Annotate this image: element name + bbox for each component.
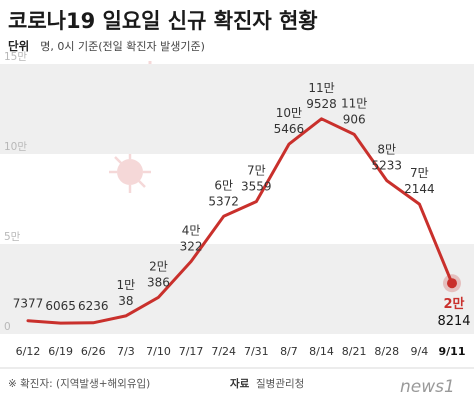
data-labels: 7377 6065 62361만382만3864만3226만53727만355910… [13,81,471,329]
data-label-line: 7377 [13,297,44,311]
data-label: 7377 [13,297,44,311]
y-tick-label: 15만 [4,51,27,63]
data-label-line: 9528 [306,97,337,111]
data-label-line: 11만 [341,96,367,110]
data-label: 6만 5372 [208,178,239,208]
y-tick-label: 10만 [4,141,27,153]
chart-title: 코로나19 일요일 신규 확진자 현황 [8,9,318,33]
data-label-line: 5466 [274,122,305,136]
data-label-line: 2만 [149,259,168,273]
data-label-line: 7만 [247,164,266,178]
data-point [447,278,457,289]
news1-logo: news1 [400,377,455,397]
x-tick-label: 8/7 [280,345,298,358]
y-tick-label: 0 [4,321,11,333]
x-tick-label: 6/26 [81,345,106,358]
data-label: 6065 [45,299,76,313]
data-label-line: 8만 [377,143,396,157]
data-label: 7만 3559 [241,164,272,194]
x-axis-ticks: 6/12 6/19 6/26 7/3 7/10 7/17 7/24 7/31 8/7 8/14 8/… [16,345,466,358]
data-label-line: 906 [343,112,366,126]
data-label-line: 1만 [117,278,136,292]
source-key: 자료 [230,377,250,390]
band-0 [0,244,474,334]
data-label-line: 11만 [308,81,334,95]
x-tick-label: 6/19 [48,345,73,358]
data-label-line: 386 [147,275,170,289]
series-line [26,117,461,325]
data-label-line: 38 [118,294,133,308]
band-2 [0,64,474,154]
data-label-line: 5372 [208,194,239,208]
data-label: 6236 [78,299,109,313]
data-label-line: 322 [180,239,203,253]
unit-note: 단위 명, 0시 기준(전일 확진자 발생기준) [8,35,205,54]
data-label: 7만 2144 [404,166,435,196]
x-tick-label: 7/24 [211,345,236,358]
source-name: 질병관리청 [256,378,304,390]
data-label: 2만 8214 [437,296,470,329]
footer-note: ※ 확진자: (지역발생+해외유입) [8,377,150,390]
x-tick-label: 8/28 [374,345,399,358]
x-tick-label: 7/17 [179,345,204,358]
unit-key: 단위 [8,39,29,53]
x-tick-label: 8/14 [309,345,334,358]
data-label-line: 2144 [404,182,435,196]
unit-text: 명, 0시 기준(전일 확진자 발생기준) [40,39,205,53]
y-axis-ticks: 0 5만 10만 15만 [4,51,27,333]
x-tick-label: 7/31 [244,345,269,358]
data-label-line: 5233 [371,159,402,173]
data-label-line: 6065 [45,299,76,313]
x-tick-label: 6/12 [16,345,41,358]
x-tick-label: 7/3 [117,345,135,358]
data-label-line: 8214 [437,314,470,329]
y-tick-label: 5만 [4,231,21,243]
background-bands [0,64,474,334]
data-label-line: 6만 [214,178,233,192]
data-label-line: 10만 [276,106,302,120]
data-label: 11만 9528 [306,81,337,111]
data-label-line: 6236 [78,299,109,313]
data-label: 10만 5466 [274,106,305,136]
data-label-line: 4만 [182,223,201,237]
data-label-line: 7만 [410,166,429,180]
series-path [26,117,454,325]
x-tick-label: 9/11 [439,345,466,358]
data-label-line: 3559 [241,180,272,194]
data-label: 8만 5233 [371,143,402,173]
x-tick-label: 8/21 [342,345,367,358]
data-label-line: 2만 [443,296,464,312]
x-tick-label: 7/10 [146,345,171,358]
x-tick-label: 9/4 [411,345,429,358]
